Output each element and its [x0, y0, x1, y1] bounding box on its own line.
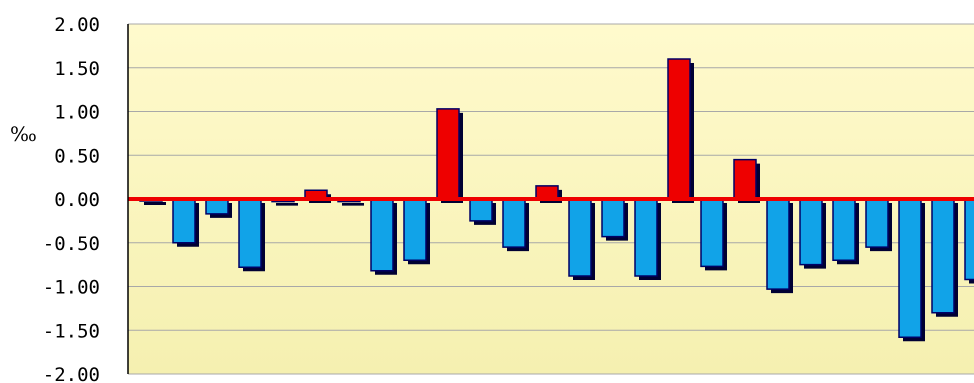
bar: [568, 198, 592, 277]
bar: [403, 198, 427, 261]
bar: [601, 198, 625, 238]
bar: [865, 198, 889, 248]
bar: [898, 198, 922, 338]
y-tick-label: -0.50: [43, 233, 100, 255]
bar: [436, 108, 460, 200]
gridlines: [128, 23, 974, 375]
bar: [799, 198, 823, 266]
y-tick-label: 2.00: [54, 14, 100, 36]
y-axis-label: ‰: [10, 122, 37, 146]
bar: [667, 58, 691, 200]
bar: [469, 198, 493, 222]
y-tick-label: -1.50: [43, 320, 100, 342]
bar: [733, 158, 757, 200]
bar: [931, 198, 955, 314]
bar: [700, 198, 724, 268]
bars: [139, 58, 974, 342]
y-tick-label: 0.50: [54, 145, 100, 167]
bar: [634, 198, 658, 277]
bar: [832, 198, 856, 261]
bar: [502, 198, 526, 248]
bar-shadow: [342, 203, 364, 206]
y-tick-label: 0.00: [54, 189, 100, 211]
bar: [370, 198, 394, 272]
bar-shadow: [276, 203, 298, 206]
bar: [172, 198, 196, 244]
y-tick-label: 1.00: [54, 102, 100, 124]
y-tick-label: -1.00: [43, 277, 100, 299]
bar: [766, 198, 790, 290]
bar: [964, 198, 974, 281]
bar: [238, 198, 262, 268]
y-tick-label: 1.50: [54, 58, 100, 80]
y-axis-ticks: 2.00 1.50 1.00 0.50 0.00 -0.50 -1.00 -1.50 -2.00: [43, 14, 100, 383]
bar: [205, 198, 229, 215]
bar-shadow: [144, 202, 166, 205]
y-tick-label: -2.00: [43, 364, 100, 383]
